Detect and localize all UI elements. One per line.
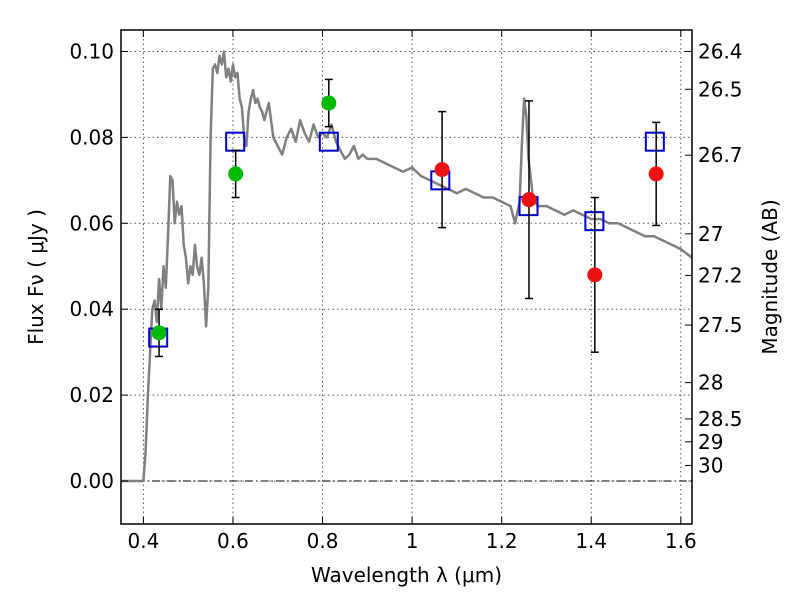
magnitude-tick-label: 29 <box>698 430 723 454</box>
x-tick-label: 1.2 <box>486 529 518 553</box>
magnitude-tick-label: 27.2 <box>698 263 743 287</box>
spectrum-line <box>121 50 693 483</box>
infrared-point <box>434 162 450 178</box>
x-tick-label: 1.6 <box>665 529 697 553</box>
y-tick-label: 0.10 <box>69 39 114 63</box>
magnitude-tick-label: 27 <box>698 222 723 246</box>
infrared-point <box>521 192 537 208</box>
x-tick-label: 0.4 <box>127 529 159 553</box>
y-axis-label: Flux Fν ( μJy ) <box>24 209 48 345</box>
y-axis: 0.00 0.02 0.04 0.06 0.08 0.10 <box>69 39 128 493</box>
magnitude-tick-label: 27.5 <box>698 313 743 337</box>
x-tick-label: 0.6 <box>217 529 249 553</box>
magnitude-tick-label: 26.5 <box>698 77 743 101</box>
y-tick-label: 0.08 <box>69 125 114 149</box>
y-tick-label: 0.02 <box>69 383 114 407</box>
infrared-point <box>587 267 603 283</box>
y-tick-label: 0.06 <box>69 211 114 235</box>
grid <box>121 30 692 524</box>
magnitude-tick-label: 26.7 <box>698 143 743 167</box>
model-point <box>225 131 246 152</box>
y-tick-label: 0.04 <box>69 297 114 321</box>
x-axis-label: Wavelength λ (μm) <box>311 563 502 587</box>
optical-point <box>321 95 337 111</box>
magnitude-tick-label: 26.4 <box>698 39 743 63</box>
model-point <box>644 131 665 152</box>
plot-area <box>121 50 693 483</box>
model-point <box>318 131 339 152</box>
x-tick-label: 1 <box>406 529 419 553</box>
magnitude-tick-label: 30 <box>698 453 723 477</box>
x-tick-label: 0.8 <box>307 529 339 553</box>
x-axis: 0.4 0.6 0.8 1 1.2 1.4 1.6 <box>127 30 697 553</box>
y-tick-label: 0.00 <box>69 469 114 493</box>
magnitude-axis-label: Magnitude (AB) <box>758 199 782 354</box>
optical-point <box>151 325 167 341</box>
magnitude-tick-label: 28 <box>698 371 723 395</box>
magnitude-tick-label: 28.5 <box>698 407 743 431</box>
x-tick-label: 1.4 <box>575 529 607 553</box>
plot-frame <box>120 29 693 525</box>
infrared-point <box>648 166 664 182</box>
optical-point <box>228 166 244 182</box>
